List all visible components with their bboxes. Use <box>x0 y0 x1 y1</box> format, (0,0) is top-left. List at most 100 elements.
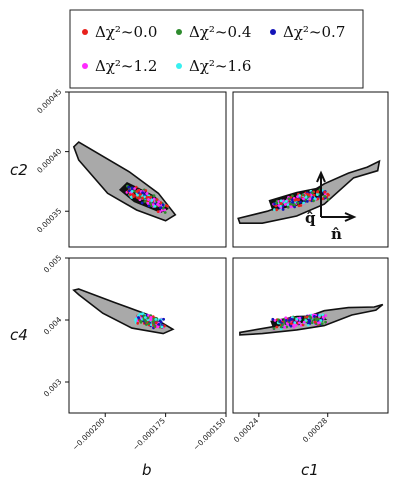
sample-point <box>144 316 147 319</box>
sample-point <box>163 324 166 328</box>
sample-point <box>281 208 285 211</box>
sample-point <box>293 205 296 209</box>
q-hat-arrow <box>316 170 326 217</box>
x-axis-label-b: b <box>142 461 152 479</box>
y-axis-label-c2: c2 <box>10 161 28 179</box>
sample-point <box>149 201 152 205</box>
sample-point <box>141 191 145 195</box>
sample-point <box>155 198 159 201</box>
sample-point <box>271 317 275 321</box>
sample-point <box>162 317 166 321</box>
sample-point <box>275 325 279 329</box>
sample-point <box>273 202 276 206</box>
sample-point <box>151 315 155 319</box>
sample-point <box>154 318 158 321</box>
x-tick-label: −0.000200 <box>71 416 107 452</box>
sample-point <box>130 190 134 193</box>
sample-point <box>317 317 320 321</box>
sample-point <box>143 200 147 203</box>
sample-point <box>277 204 281 207</box>
sample-point <box>160 325 164 329</box>
panel-b_c2: 0.00035 0.00040 0.00045 <box>35 87 227 248</box>
sample-point <box>324 314 328 317</box>
sample-point <box>273 319 277 322</box>
sample-point <box>279 199 283 203</box>
x-tick-label: −0.000150 <box>191 416 227 452</box>
sample-point <box>304 195 308 199</box>
y-axis-label-c4: c4 <box>10 326 28 344</box>
sample-point <box>323 190 327 194</box>
sample-point <box>297 198 301 202</box>
sample-point <box>152 317 155 321</box>
sample-point <box>320 322 324 326</box>
sample-point <box>137 196 141 200</box>
sample-point <box>289 202 292 206</box>
sample-point <box>292 325 296 329</box>
sample-point <box>141 196 144 200</box>
sample-point <box>321 313 325 317</box>
sample-point <box>311 196 315 199</box>
legend-marker <box>176 63 182 69</box>
sample-point <box>313 320 317 324</box>
sample-point <box>127 189 131 193</box>
sample-point <box>326 192 330 196</box>
sample-point <box>323 195 327 198</box>
legend-marker <box>82 63 88 69</box>
sample-point <box>289 205 293 209</box>
legend-marker <box>176 29 182 35</box>
legend-label: Δχ²~0.7 <box>283 23 345 41</box>
sample-point <box>298 321 301 324</box>
sample-point <box>316 313 319 317</box>
sample-point <box>321 315 325 319</box>
legend: Δχ²~0.0 Δχ²~0.4 Δχ²~0.7 Δχ²~1.2 Δχ²~1.6 <box>69 9 364 89</box>
sample-point <box>145 196 149 199</box>
sample-point <box>324 320 327 324</box>
sample-point <box>305 315 309 319</box>
sample-point <box>134 317 138 321</box>
sample-point <box>319 319 323 322</box>
sample-point <box>302 197 305 201</box>
sample-point <box>284 318 288 322</box>
sample-point <box>306 192 309 196</box>
x-tick-label: 0.00028 <box>301 416 329 444</box>
sample-point <box>156 210 160 214</box>
sample-point <box>279 325 283 329</box>
sample-point <box>281 323 284 327</box>
sample-point <box>312 193 316 197</box>
sample-point <box>166 204 169 208</box>
sample-point <box>127 185 131 189</box>
sample-point <box>273 208 276 212</box>
panel-frame <box>68 257 227 414</box>
sample-point <box>304 319 308 322</box>
sample-point <box>161 203 165 207</box>
sample-point <box>315 317 318 321</box>
sample-point <box>144 189 148 192</box>
sample-point <box>149 316 153 319</box>
sample-point <box>152 322 156 325</box>
sample-point <box>278 320 282 323</box>
sample-point <box>293 321 297 325</box>
sample-point <box>315 193 319 197</box>
sample-point <box>139 319 143 323</box>
sample-point <box>143 195 147 199</box>
sample-point <box>283 326 287 329</box>
panel-frame <box>232 257 389 414</box>
sample-point <box>287 197 291 201</box>
sample-point <box>290 322 293 325</box>
sample-point <box>145 323 148 326</box>
panel-frame <box>232 91 389 248</box>
sample-point <box>326 198 330 201</box>
sample-point <box>136 193 139 197</box>
legend-marker <box>82 29 88 35</box>
sample-point <box>316 197 320 201</box>
sample-point <box>301 323 305 327</box>
sample-point <box>146 316 150 320</box>
sample-point <box>157 323 161 326</box>
sample-point <box>284 200 288 203</box>
sample-point <box>147 204 151 208</box>
sample-point <box>145 192 149 195</box>
sample-point <box>296 195 299 199</box>
sample-point <box>298 316 302 320</box>
y-tick-label: 0.005 <box>42 253 64 275</box>
